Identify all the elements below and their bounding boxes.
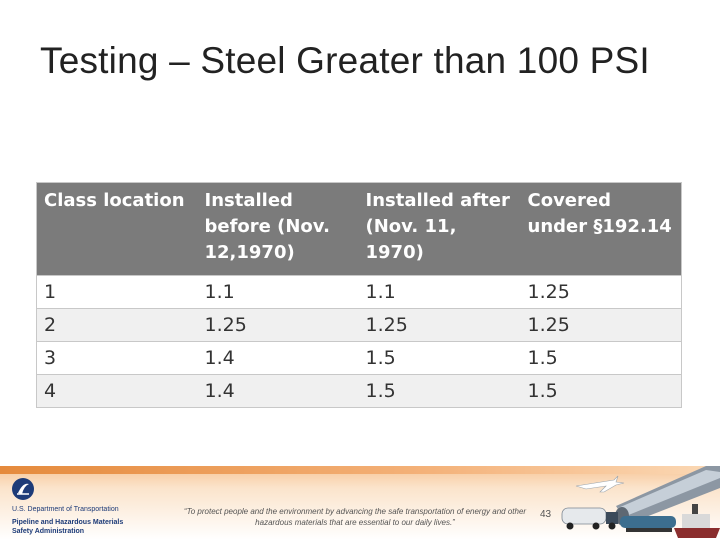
table-row: 4 1.4 1.5 1.5 [36,374,682,408]
table-cell: 1.25 [197,308,359,342]
slide-footer: U.S. Department of Transportation Pipeli… [0,466,720,540]
agency-line-2: Pipeline and Hazardous Materials [12,519,124,526]
agency-line-1: U.S. Department of Transportation [12,506,119,513]
table-cell: 1.4 [197,374,359,408]
header-covered-under: Covered under §192.14 [520,182,682,276]
ship-icon [674,504,720,538]
pressure-table: Class location Installed before (Nov. 12… [36,182,682,408]
table-cell: 2 [36,308,198,342]
table-cell: 3 [36,341,198,375]
table-cell: 1 [36,275,198,309]
header-installed-after: Installed after (Nov. 11, 1970) [358,182,521,276]
airplane-icon [575,475,625,493]
page-number: 43 [540,509,552,520]
table-cell: 1.5 [520,341,682,375]
agency-name: U.S. Department of Transportation Pipeli… [12,505,123,536]
header-installed-before: Installed before (Nov. 12,1970) [197,182,359,276]
agency-line-3: Safety Administration [12,528,85,535]
table-cell: 1.5 [358,341,521,375]
table-row: 3 1.4 1.5 1.5 [36,341,682,375]
table-row: 2 1.25 1.25 1.25 [36,308,682,342]
header-class-location: Class location [36,182,198,276]
transport-collage [561,466,720,538]
tank-cars-icon [620,516,676,532]
tanker-truck-icon [561,507,618,530]
table-cell: 1.25 [520,308,682,342]
table-cell: 4 [36,374,198,408]
table-header-row: Class location Installed before (Nov. 12… [36,182,682,276]
dot-logo-icon [12,478,34,500]
slide-title: Testing – Steel Greater than 100 PSI [40,40,650,81]
footer-band [0,466,720,474]
mission-quote: “To protect people and the environment b… [183,507,527,527]
table-cell: 1.4 [197,341,359,375]
table-cell: 1.25 [358,308,521,342]
table-cell: 1.1 [358,275,521,309]
table-cell: 1.25 [520,275,682,309]
table-cell: 1.1 [197,275,359,309]
table-cell: 1.5 [358,374,521,408]
table-row: 1 1.1 1.1 1.25 [36,275,682,309]
table-cell: 1.5 [520,374,682,408]
